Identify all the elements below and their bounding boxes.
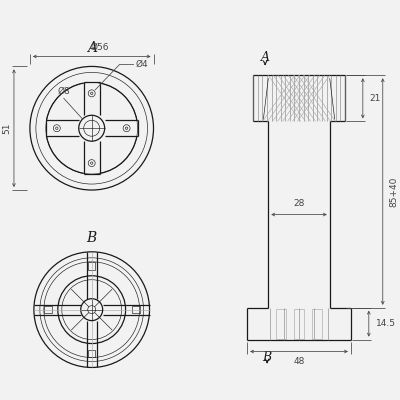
Bar [44, 306, 52, 313]
Text: A: A [261, 51, 270, 64]
Bar [276, 309, 286, 338]
Text: A: A [87, 42, 97, 56]
Bar [312, 309, 322, 338]
Text: Ø8: Ø8 [58, 86, 70, 95]
Text: 51: 51 [2, 122, 12, 134]
Text: Ø4: Ø4 [136, 60, 148, 69]
Text: B: B [262, 351, 272, 364]
Text: 85+40: 85+40 [390, 176, 399, 207]
Text: 48: 48 [293, 358, 305, 366]
Text: 14.5: 14.5 [376, 319, 396, 328]
Bar [132, 306, 140, 313]
Bar [88, 262, 95, 270]
Text: 21: 21 [370, 94, 381, 103]
Bar [88, 350, 95, 358]
Text: Ø56: Ø56 [90, 42, 109, 52]
Bar [294, 309, 304, 338]
Text: 28: 28 [293, 198, 305, 208]
Text: B: B [86, 231, 97, 245]
